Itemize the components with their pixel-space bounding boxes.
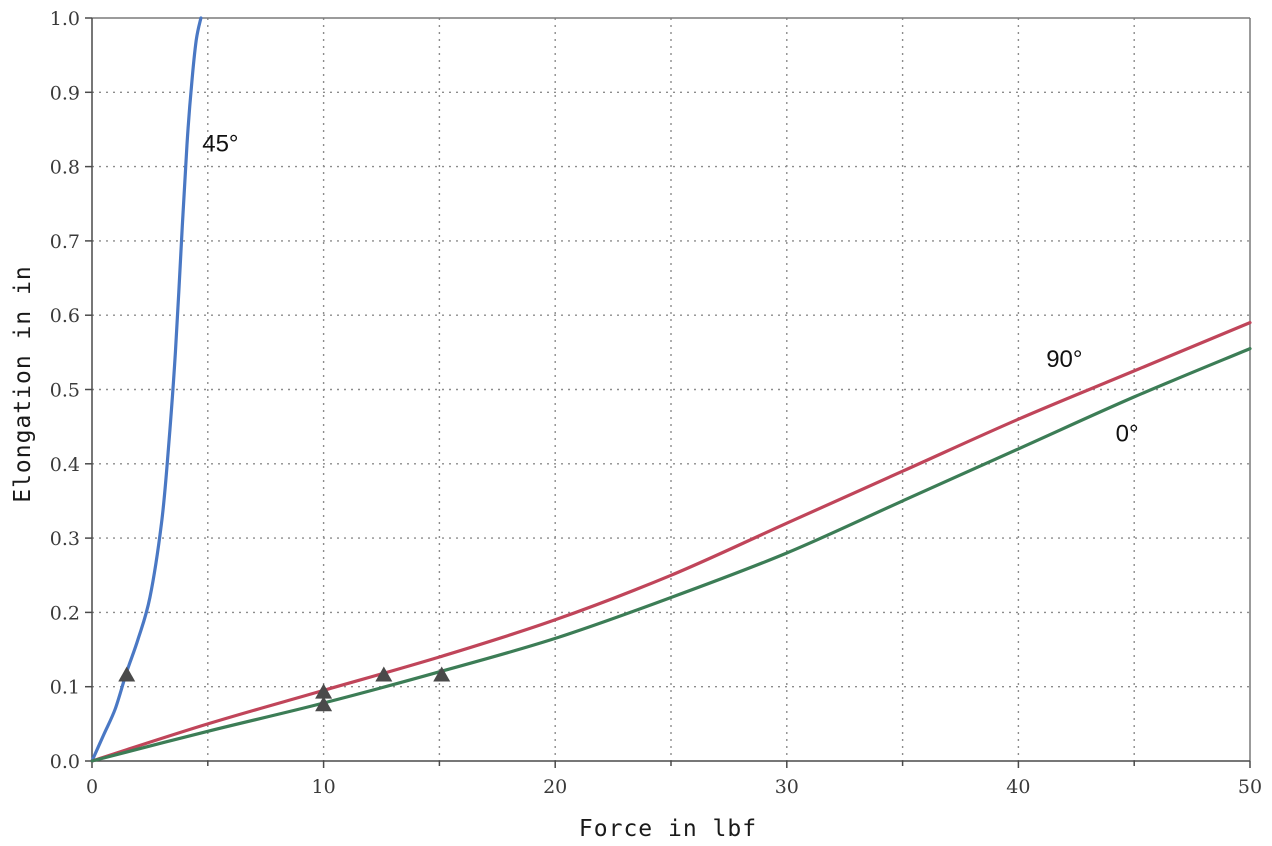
y-tick-label-1.0: 1.0 — [50, 8, 80, 30]
triangle-marker-5 — [433, 666, 451, 682]
x-tick-label-40: 40 — [1006, 776, 1030, 798]
series-label-45-deg: 45° — [202, 131, 238, 158]
x-tick-label-20: 20 — [543, 776, 567, 798]
y-axis-title: Elongation in in — [10, 265, 36, 503]
x-tick-label-30: 30 — [775, 776, 799, 798]
y-tick-label-0.1: 0.1 — [50, 677, 80, 699]
series-label-90-deg: 90° — [1046, 346, 1082, 373]
series-label-0-deg: 0° — [1116, 421, 1139, 448]
triangle-marker-1 — [118, 666, 136, 682]
triangle-marker-2 — [315, 683, 333, 699]
y-tick-label-0.6: 0.6 — [50, 305, 80, 327]
y-tick-label-0.5: 0.5 — [50, 380, 80, 402]
y-tick-label-0.9: 0.9 — [50, 82, 80, 104]
y-tick-label-0.8: 0.8 — [50, 157, 80, 179]
x-tick-label-0: 0 — [86, 776, 98, 798]
series-line-45-deg — [90, 16, 203, 763]
series-labels: 45° 90° 0° — [202, 131, 1138, 448]
grid-lines — [92, 18, 1250, 761]
x-tick-label-10: 10 — [312, 776, 336, 798]
y-tick-label-0.7: 0.7 — [50, 231, 80, 253]
y-tick-label-0.2: 0.2 — [50, 602, 80, 624]
series-lines — [90, 16, 1252, 763]
series-line-0-deg — [90, 347, 1252, 763]
x-axis-title: Force in lbf — [579, 816, 757, 842]
triangle-marker-4 — [375, 666, 393, 682]
y-tick-label-0.3: 0.3 — [50, 528, 80, 550]
series-line-90-deg — [90, 321, 1252, 763]
y-tick-label-0.4: 0.4 — [50, 454, 80, 476]
plot-frame — [85, 17, 1251, 768]
y-tick-label-0.0: 0.0 — [50, 751, 80, 773]
data-markers — [118, 666, 451, 712]
tick-labels: 0 10 20 30 40 50 0.0 0.1 0.2 0.3 0.4 0.5 0.6 0.7 0.8 0.… — [50, 8, 1262, 798]
x-tick-label-50: 50 — [1238, 776, 1262, 798]
triangle-marker-3 — [315, 696, 333, 712]
